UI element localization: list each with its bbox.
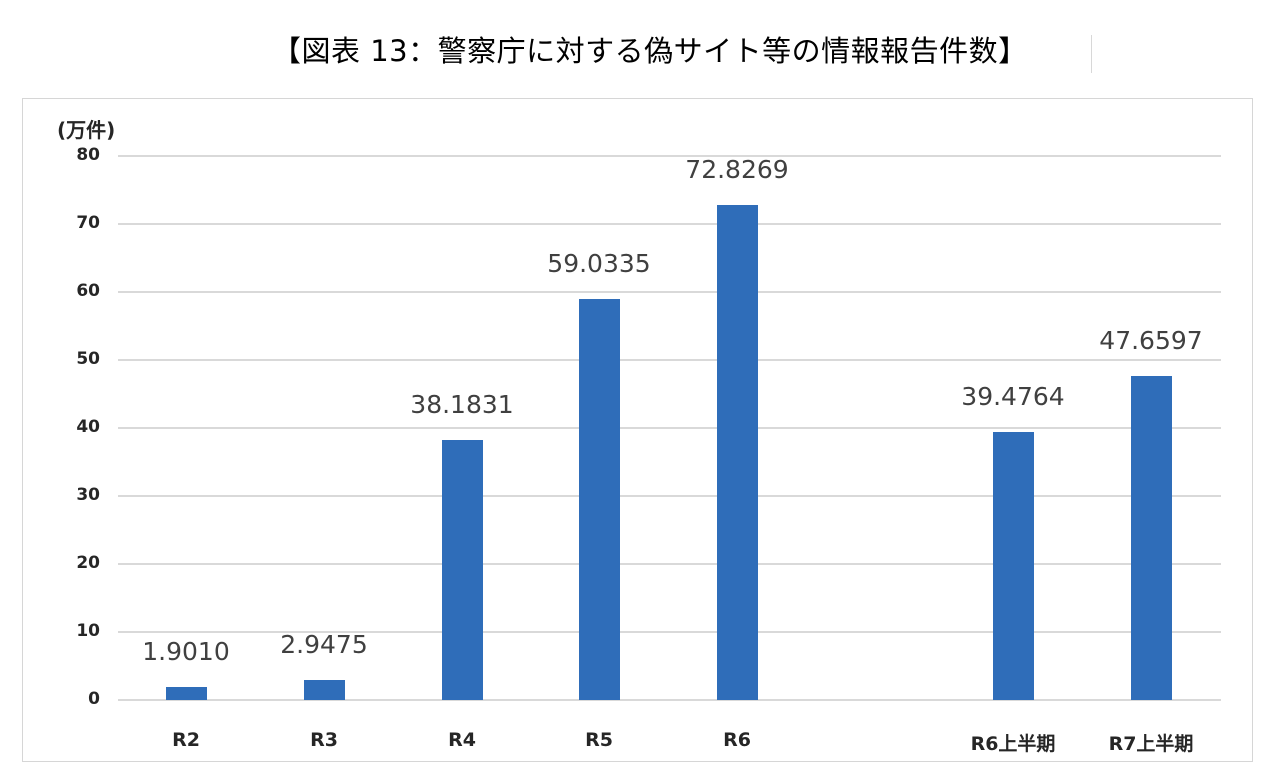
bar <box>303 679 345 700</box>
data-label: 39.4764 <box>961 381 1065 411</box>
gridline <box>118 563 1221 565</box>
y-tick-label: 20 <box>76 553 100 573</box>
x-category-label: R6 <box>723 729 751 751</box>
y-tick-label: 50 <box>76 349 100 369</box>
gridline <box>118 223 1221 225</box>
data-label: 1.9010 <box>142 637 230 667</box>
y-tick-label: 60 <box>76 281 100 301</box>
bar <box>165 687 207 700</box>
gridline <box>118 291 1221 293</box>
y-tick-label: 80 <box>76 145 100 165</box>
data-label: 2.9475 <box>280 629 368 659</box>
y-axis-unit-label: (万件) <box>57 118 116 142</box>
gridline <box>118 631 1221 633</box>
x-category-label: R4 <box>448 729 476 751</box>
chart-title: 【図表 13：警察庁に対する偽サイト等の情報報告件数】 <box>272 34 1028 68</box>
x-category-label: R6上半期 <box>970 733 1056 755</box>
y-tick-label: 70 <box>76 213 100 233</box>
data-label: 59.0335 <box>547 248 651 278</box>
y-tick-label: 10 <box>76 621 100 641</box>
x-category-label: R2 <box>172 729 200 751</box>
y-tick-label: 40 <box>76 417 100 437</box>
gridline <box>118 155 1221 157</box>
y-tick-label: 30 <box>76 485 100 505</box>
bar <box>441 440 483 700</box>
y-tick-label: 0 <box>88 689 100 709</box>
bar <box>716 204 758 700</box>
data-label: 72.8269 <box>685 154 789 184</box>
bar <box>992 431 1034 700</box>
chart-frame <box>22 98 1253 762</box>
gridline <box>118 359 1221 361</box>
data-label: 38.1831 <box>410 390 514 420</box>
gridline <box>118 699 1221 701</box>
bar <box>1130 375 1172 700</box>
bar <box>578 298 620 700</box>
x-category-label: R5 <box>585 729 613 751</box>
x-category-label: R3 <box>310 729 338 751</box>
gridline <box>118 495 1221 497</box>
data-label: 47.6597 <box>1099 325 1203 355</box>
x-category-label: R7上半期 <box>1108 733 1194 755</box>
divider <box>1091 35 1092 73</box>
gridline <box>118 427 1221 429</box>
